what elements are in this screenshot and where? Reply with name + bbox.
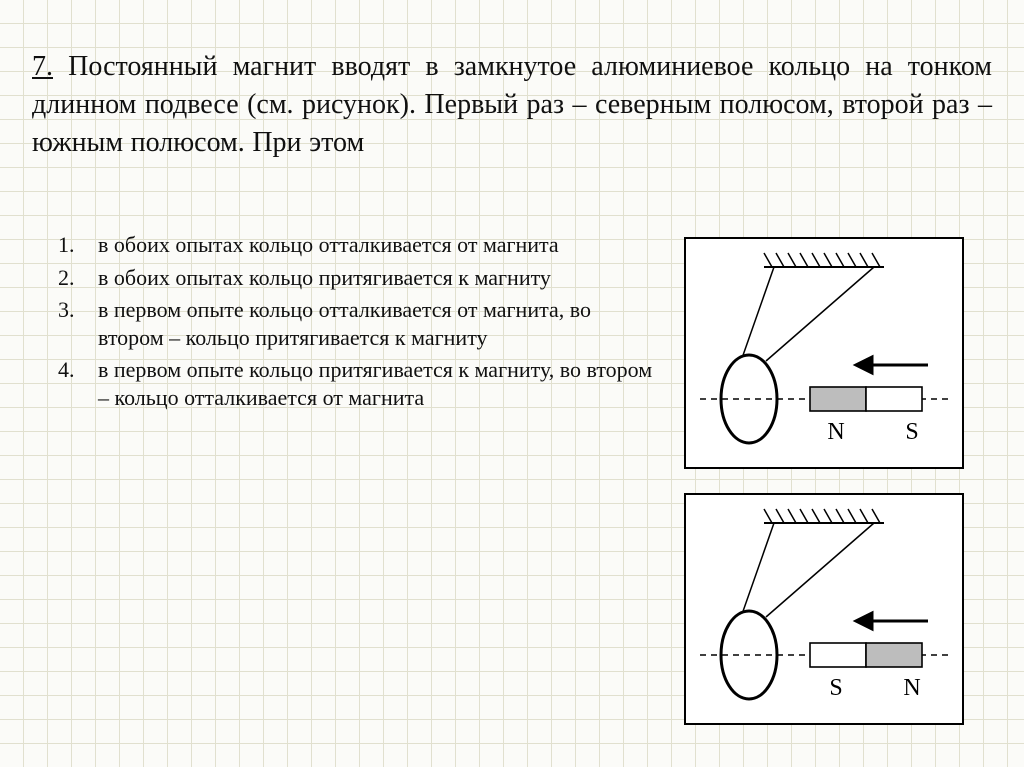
pole-label-right-2: N [903,675,920,701]
question-text: 7. Постоянный магнит вводят в замкнутое … [32,48,992,161]
pole-label-right-1: S [905,419,918,445]
option-4: в первом опыте кольцо притягивается к ма… [80,356,660,412]
answer-options: в обоих опытах кольцо отталкивается от м… [32,231,660,725]
option-3: в первом опыте кольцо отталкивается от м… [80,296,660,352]
pole-label-left-2: S [829,675,842,701]
option-1: в обоих опытах кольцо отталкивается от м… [80,231,660,259]
figure-column: N S [684,231,992,725]
slide-content: 7. Постоянный магнит вводят в замкнутое … [0,0,1024,745]
diagram-svg-1: N S [686,239,962,467]
diagram-panel-2: S N [684,493,964,725]
diagram-panel-1: N S [684,237,964,469]
question-body: Постоянный магнит вводят в замкнутое алю… [32,51,992,158]
pole-label-left-1: N [827,419,844,445]
body-row: в обоих опытах кольцо отталкивается от м… [32,231,992,725]
diagram-svg-2: S N [686,495,962,723]
option-2: в обоих опытах кольцо притягивается к ма… [80,264,660,292]
question-number: 7. [32,51,53,82]
